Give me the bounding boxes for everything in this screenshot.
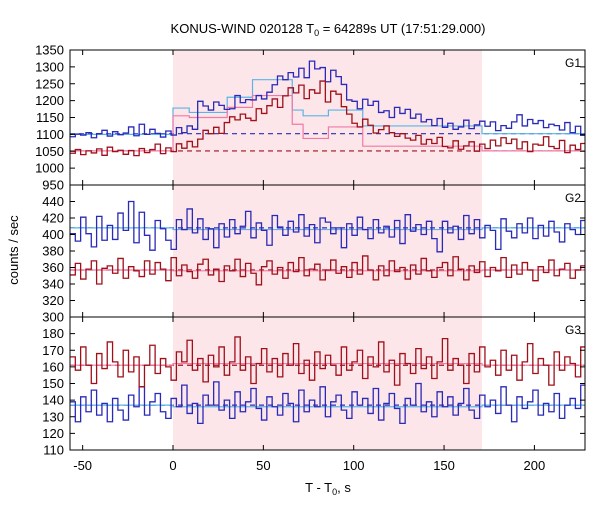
y-tick-label: 150: [42, 376, 64, 391]
y-tick-label: 160: [42, 359, 64, 374]
series-red: [70, 255, 585, 286]
fit-line-pink: [70, 362, 585, 366]
fit-line-light_blue: [70, 227, 585, 231]
x-axis-title: T - T0, s: [305, 480, 351, 497]
y-tick-label: 180: [42, 326, 64, 341]
y-tick-label: 1350: [35, 43, 64, 58]
series-blue: [70, 200, 585, 253]
x-tick-label: 100: [343, 458, 365, 473]
chart-panels: 95010001050110011501200125013001350G1300…: [35, 43, 586, 473]
x-axis-title-subscript: 0: [332, 487, 337, 497]
y-tick-label: 110: [43, 443, 64, 458]
y-tick-label: 1200: [35, 93, 64, 108]
series-red: [70, 336, 585, 388]
y-tick-label: 120: [42, 426, 64, 441]
y-tick-label: 300: [42, 310, 64, 325]
y-tick-label: 380: [42, 244, 64, 259]
panel-label: G1: [565, 56, 581, 70]
panel-plot-area: [70, 200, 585, 286]
y-tick-label: 140: [42, 393, 64, 408]
shaded-interval: [173, 317, 482, 450]
series-blue: [70, 381, 585, 425]
fit-line-light_blue: [70, 404, 585, 408]
y-tick-label: 340: [42, 277, 64, 292]
y-tick-label: 1300: [35, 59, 64, 74]
y-tick-label: 1000: [35, 161, 64, 176]
x-tick-label: 50: [256, 458, 270, 473]
panel-label: G2: [565, 191, 581, 205]
y-tick-label: 170: [42, 343, 64, 358]
panel-plot-area: [70, 60, 585, 157]
x-tick-label: 150: [433, 458, 455, 473]
y-tick-label: 130: [42, 409, 64, 424]
y-tick-label: 1050: [35, 144, 64, 159]
panel-label: G3: [565, 323, 581, 337]
series-red: [70, 80, 585, 157]
series-blue: [70, 60, 585, 139]
y-tick-label: 400: [42, 227, 64, 242]
panel-frame: [69, 316, 586, 451]
x-tick-label: -50: [73, 458, 92, 473]
y-tick-label: 420: [42, 211, 64, 226]
y-tick-label: 360: [42, 260, 64, 275]
fit-line-pink: [70, 94, 585, 152]
shaded-interval: [173, 185, 482, 317]
x-tick-label: 0: [169, 458, 176, 473]
x-tick-label: 200: [524, 458, 546, 473]
y-tick-label: 440: [42, 194, 64, 209]
y-tick-label: 1150: [36, 110, 64, 125]
chart-title: KONUS-WIND 020128 T0 = 64289s UT (17:51:…: [171, 21, 486, 38]
y-tick-label: 1250: [35, 76, 64, 91]
y-axis-title: counts / sec: [6, 215, 21, 285]
panel-plot-area: [70, 336, 585, 425]
y-tick-label: 320: [42, 293, 64, 308]
fit-line-pink: [70, 269, 585, 272]
y-tick-label: 1100: [36, 127, 64, 142]
y-tick-label: 950: [42, 178, 64, 193]
chart-title-subscript: 0: [314, 28, 319, 38]
